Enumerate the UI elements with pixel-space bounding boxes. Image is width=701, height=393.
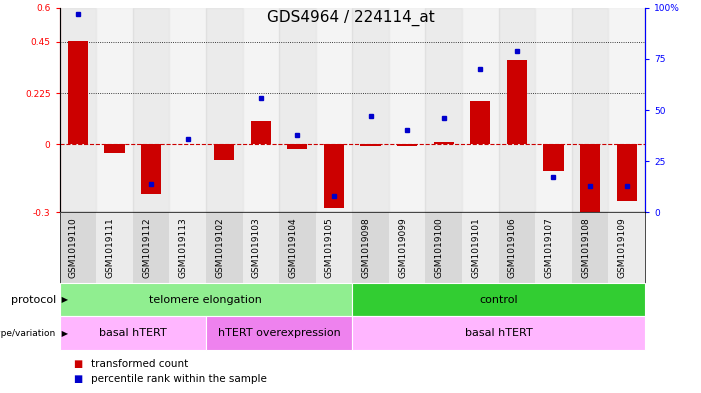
- Bar: [206, 8, 243, 212]
- Text: GSM1019110: GSM1019110: [69, 217, 78, 278]
- Text: basal hTERT: basal hTERT: [99, 328, 167, 338]
- Text: protocol: protocol: [11, 295, 56, 305]
- Bar: [470, 101, 491, 144]
- Bar: [572, 8, 608, 212]
- Text: GSM1019103: GSM1019103: [252, 217, 261, 278]
- Text: GSM1019108: GSM1019108: [581, 217, 590, 278]
- Text: GSM1019112: GSM1019112: [142, 217, 151, 278]
- Bar: [315, 8, 353, 212]
- Bar: [132, 8, 170, 212]
- Bar: [608, 8, 645, 212]
- Text: GSM1019106: GSM1019106: [508, 217, 517, 278]
- Bar: [279, 8, 315, 212]
- Text: ■: ■: [74, 358, 83, 369]
- Bar: [324, 144, 344, 208]
- Text: ▶: ▶: [59, 295, 68, 304]
- Bar: [360, 144, 381, 146]
- Text: genotype/variation: genotype/variation: [0, 329, 56, 338]
- Bar: [397, 144, 417, 146]
- Bar: [96, 8, 132, 212]
- Text: GSM1019098: GSM1019098: [362, 217, 371, 278]
- Text: GSM1019109: GSM1019109: [618, 217, 627, 278]
- Text: ■: ■: [74, 374, 83, 384]
- Text: GSM1019111: GSM1019111: [105, 217, 114, 278]
- Bar: [580, 144, 600, 217]
- Text: hTERT overexpression: hTERT overexpression: [218, 328, 341, 338]
- Text: GDS4964 / 224114_at: GDS4964 / 224114_at: [266, 10, 435, 26]
- Text: GSM1019105: GSM1019105: [325, 217, 334, 278]
- Text: GSM1019113: GSM1019113: [179, 217, 188, 278]
- Bar: [535, 8, 572, 212]
- Text: GSM1019099: GSM1019099: [398, 217, 407, 278]
- Text: transformed count: transformed count: [91, 358, 189, 369]
- Bar: [543, 144, 564, 171]
- Bar: [141, 144, 161, 194]
- Bar: [251, 121, 271, 144]
- Bar: [462, 8, 498, 212]
- Text: GSM1019107: GSM1019107: [545, 217, 554, 278]
- Bar: [60, 8, 96, 212]
- Bar: [104, 144, 125, 153]
- Bar: [426, 8, 462, 212]
- Text: GSM1019104: GSM1019104: [288, 217, 297, 278]
- Text: ▶: ▶: [59, 329, 68, 338]
- Bar: [507, 60, 527, 144]
- Text: GSM1019100: GSM1019100: [435, 217, 444, 278]
- Text: GSM1019102: GSM1019102: [215, 217, 224, 278]
- Text: percentile rank within the sample: percentile rank within the sample: [91, 374, 267, 384]
- Text: control: control: [479, 295, 518, 305]
- Bar: [287, 144, 308, 149]
- Bar: [617, 144, 637, 201]
- Bar: [389, 8, 426, 212]
- Bar: [68, 41, 88, 144]
- Bar: [434, 142, 454, 144]
- Bar: [498, 8, 535, 212]
- Text: basal hTERT: basal hTERT: [465, 328, 533, 338]
- Bar: [170, 8, 206, 212]
- Bar: [353, 8, 389, 212]
- Bar: [243, 8, 279, 212]
- Text: GSM1019101: GSM1019101: [471, 217, 480, 278]
- Bar: [214, 144, 234, 160]
- Text: telomere elongation: telomere elongation: [149, 295, 262, 305]
